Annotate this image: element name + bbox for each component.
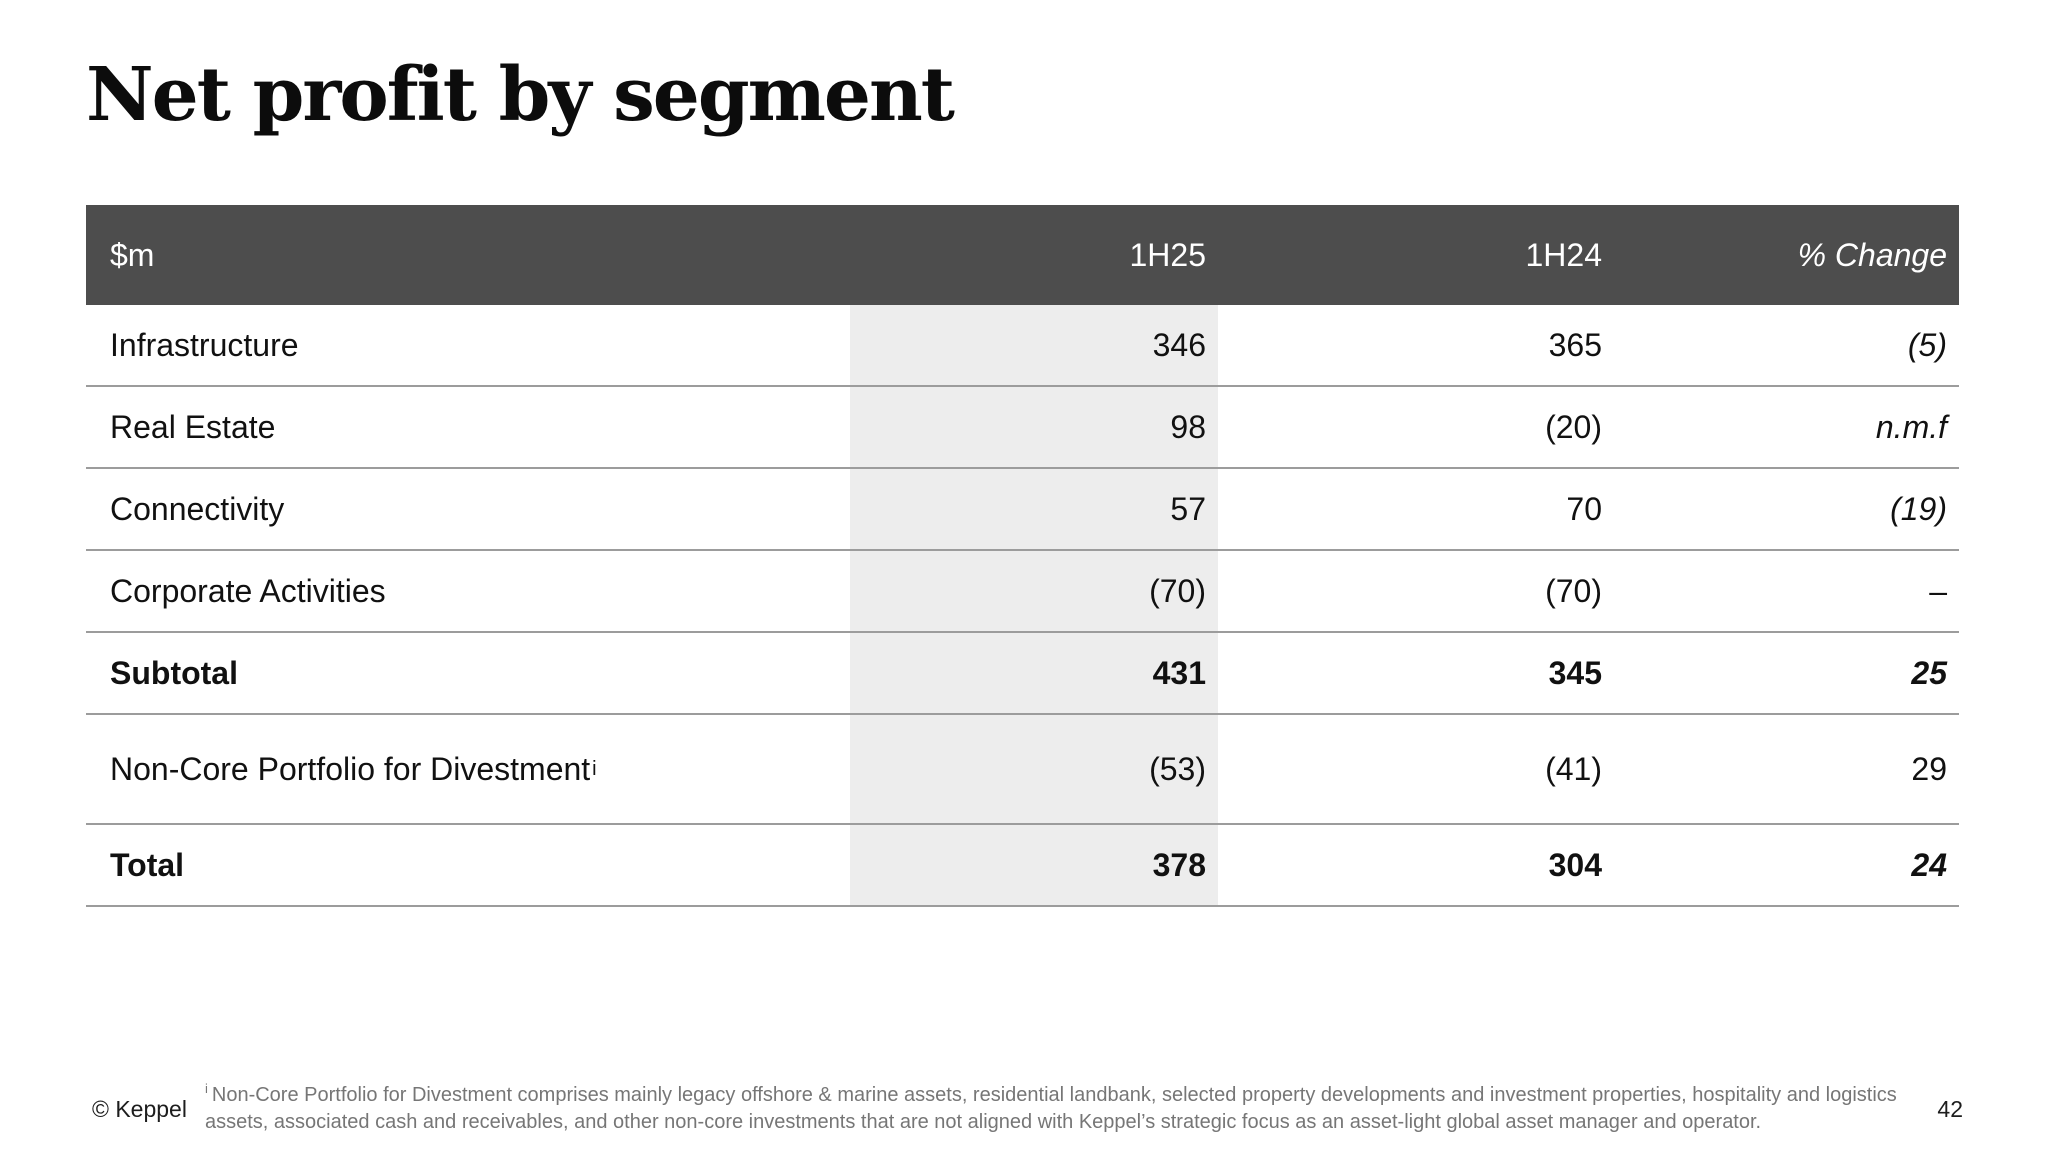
footnote-marker: i bbox=[205, 1081, 208, 1097]
cell-1h25: (53) bbox=[850, 715, 1218, 823]
cell-change: (5) bbox=[1907, 326, 1947, 363]
cell-1h25: 98 bbox=[850, 387, 1218, 467]
table-row-subtotal: Subtotal 431 345 25 bbox=[86, 633, 1959, 715]
footnote: i Non-Core Portfolio for Divestment compr… bbox=[205, 1082, 1897, 1136]
cell-change: n.m.f bbox=[1875, 408, 1947, 445]
cell-1h24: 304 bbox=[1548, 846, 1602, 883]
cell-1h25: 57 bbox=[850, 469, 1218, 549]
table-row-real-estate: Real Estate 98 (20) n.m.f bbox=[86, 387, 1959, 469]
cell-label: Infrastructure bbox=[110, 326, 299, 363]
cell-change: 25 bbox=[1911, 654, 1947, 691]
cell-change: 24 bbox=[1911, 846, 1947, 883]
cell-label: Non-Core Portfolio for Divestment i bbox=[110, 750, 597, 787]
table-row-connectivity: Connectivity 57 70 (19) bbox=[86, 469, 1959, 551]
header-1h24-cell: 1H24 bbox=[1525, 236, 1603, 273]
cell-1h24: 345 bbox=[1548, 654, 1602, 691]
footnote-line-1-text: Non-Core Portfolio for Divestment compri… bbox=[211, 1084, 1897, 1106]
net-profit-table: $m 1H25 1H24 % Change Infrastructure 346… bbox=[86, 205, 1959, 907]
cell-change: (19) bbox=[1890, 490, 1947, 527]
table-row-total: Total 378 304 24 bbox=[86, 825, 1959, 907]
table-row-infrastructure: Infrastructure 346 365 (5) bbox=[86, 305, 1959, 387]
copyright: © Keppel bbox=[92, 1096, 187, 1122]
cell-label: Real Estate bbox=[110, 408, 276, 445]
cell-1h24: (41) bbox=[1545, 750, 1602, 787]
cell-1h25: 378 bbox=[850, 825, 1218, 905]
cell-1h24: (20) bbox=[1545, 408, 1602, 445]
header-change-cell: % Change bbox=[1797, 236, 1947, 273]
cell-1h24: (70) bbox=[1545, 572, 1602, 609]
cell-1h24: 365 bbox=[1548, 326, 1602, 363]
footnote-line-1: i Non-Core Portfolio for Divestment compr… bbox=[205, 1082, 1897, 1109]
cell-label: Corporate Activities bbox=[110, 572, 386, 609]
cell-label: Total bbox=[110, 846, 185, 883]
page-title: Net profit by segment bbox=[86, 52, 955, 138]
table-row-non-core-portfolio: Non-Core Portfolio for Divestment i (53) … bbox=[86, 715, 1959, 825]
page-number: 42 bbox=[1937, 1096, 1963, 1122]
cell-change: – bbox=[1929, 572, 1947, 609]
cell-1h25: 346 bbox=[850, 305, 1218, 385]
table-row-corporate-activities: Corporate Activities (70) (70) – bbox=[86, 551, 1959, 633]
cell-1h25: 431 bbox=[850, 633, 1218, 713]
cell-1h25: (70) bbox=[850, 551, 1218, 631]
footnote-line-2: assets, associated cash and receivables,… bbox=[205, 1111, 1762, 1133]
cell-1h24: 70 bbox=[1566, 490, 1602, 527]
cell-label: Connectivity bbox=[110, 490, 285, 527]
header-1h25-cell: 1H25 bbox=[1129, 236, 1207, 273]
header-unit-cell: $m bbox=[110, 236, 155, 273]
cell-label: Subtotal bbox=[110, 654, 238, 691]
cell-change: 29 bbox=[1911, 750, 1947, 787]
table-header-row: $m 1H25 1H24 % Change bbox=[86, 205, 1959, 305]
cell-label-text: Non-Core Portfolio for Divestment bbox=[110, 750, 591, 787]
